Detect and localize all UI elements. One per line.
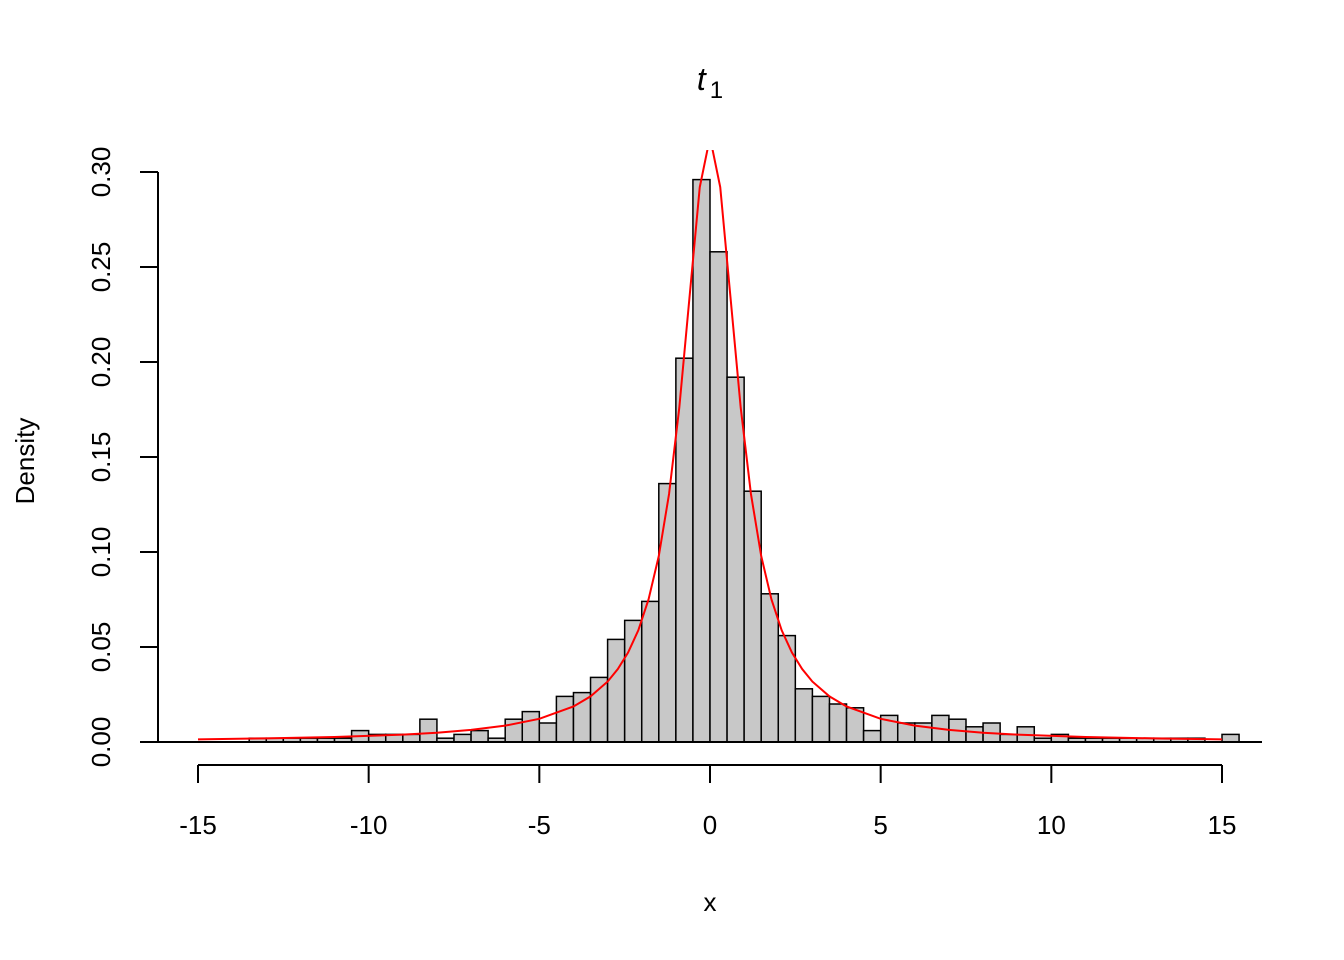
title-main: t [697,61,707,97]
histogram-bar [555,695,575,743]
x-tick-label: 15 [1208,810,1237,840]
y-tick-label: 0.10 [86,527,116,578]
histogram-bar [811,695,831,743]
y-tick-label: 0.05 [86,622,116,673]
y-tick-label: 0.25 [86,242,116,293]
histogram-bar [743,490,762,743]
title-subscript: 1 [710,77,723,104]
y-tick-label: 0.00 [86,717,116,768]
histogram-bar [453,733,472,743]
x-tick-label: 0 [703,810,717,840]
histogram-bar [794,688,814,743]
histogram-bar [470,729,489,743]
histogram-bar [640,600,660,743]
x-tick-label: 10 [1037,810,1066,840]
histogram-bar [419,718,438,743]
histogram-bar [589,676,609,743]
x-tick-label: -5 [528,810,551,840]
histogram-bar [606,638,626,743]
y-tick-label: 0.20 [86,337,116,388]
histogram-bar [1221,733,1240,743]
y-axis-label: Density [10,418,40,505]
histogram-bar [623,619,643,743]
histogram-bar [538,722,558,743]
histogram-bar [521,710,541,743]
histogram-bar [845,707,865,743]
histogram-bar [692,178,711,743]
histogram-bar [965,726,984,743]
histogram-bar [828,703,848,743]
histogram-bar [726,376,745,743]
histogram-bar [777,634,797,743]
x-tick-label: 5 [873,810,887,840]
y-tick-label: 0.15 [86,432,116,483]
x-tick-label: -15 [179,810,217,840]
histogram-bar [709,251,728,743]
histogram-bar [402,733,421,743]
histogram-bar [862,729,882,743]
x-tick-label: -10 [350,810,388,840]
histogram-bar [999,733,1018,743]
histogram-bar [572,691,592,743]
histogram-bar [658,482,677,743]
x-axis-label: x [704,887,717,917]
y-tick-label: 0.30 [86,147,116,198]
density-curve [197,150,1223,741]
histogram-bar [760,593,780,743]
